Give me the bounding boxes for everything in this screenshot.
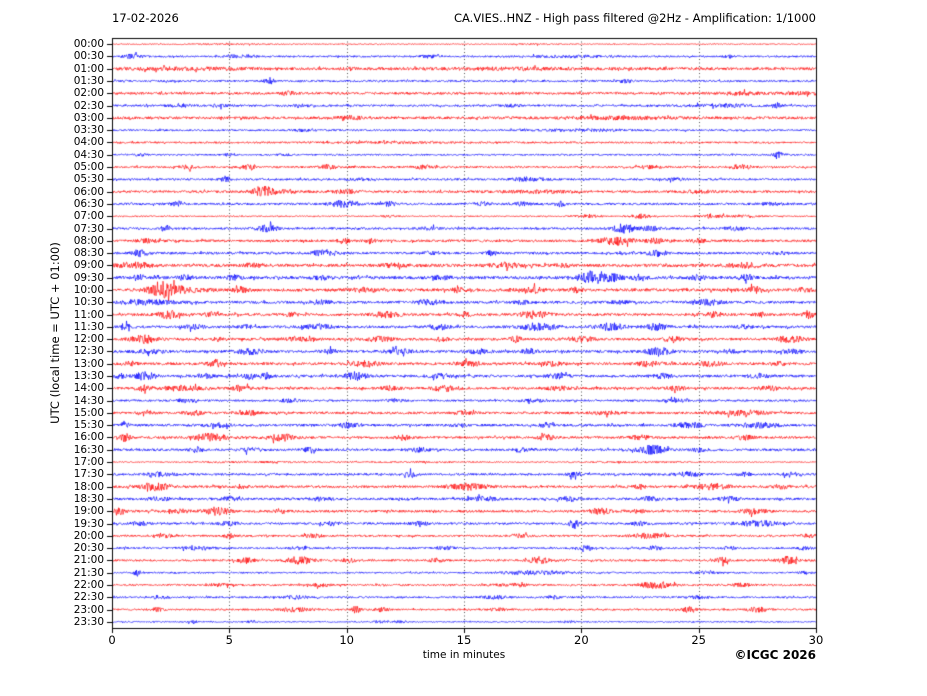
copyright-label: ©ICGC 2026 [734,648,816,662]
y-tick-label: 13:00 [73,357,104,370]
y-tick-label: 07:00 [73,210,104,223]
y-tick-label: 22:30 [73,591,104,604]
y-tick-label: 18:00 [73,480,104,493]
y-tick-label: 04:00 [73,136,104,149]
y-tick-label: 09:30 [73,271,104,284]
x-tick-label: 10 [339,633,354,647]
y-tick-label: 08:30 [73,247,104,260]
y-tick-label: 17:30 [73,468,104,481]
x-tick-label: 25 [691,633,706,647]
y-tick-label: 16:00 [73,431,104,444]
y-tick-label: 15:30 [73,419,104,432]
x-tick-label: 30 [808,633,824,647]
y-tick-label: 02:30 [73,99,104,112]
y-tick-label: 06:00 [73,185,104,198]
x-axis-label: time in minutes [422,649,506,661]
y-tick-label: 13:30 [73,370,104,383]
x-tick-label: 15 [456,633,472,647]
y-tick-label: 03:00 [73,111,104,124]
x-tick-label: 20 [574,633,589,647]
y-tick-label: 09:00 [73,259,104,272]
date-label: 17-02-2026 [112,11,179,25]
y-tick-label: 06:30 [73,197,104,210]
y-tick-label: 21:00 [73,554,104,567]
y-tick-label: 20:00 [73,529,104,542]
x-tick-label: 5 [225,633,233,647]
y-tick-label: 14:30 [73,394,104,407]
y-tick-label: 05:30 [73,173,104,186]
y-tick-label: 12:00 [73,333,104,346]
y-tick-label: 01:00 [73,62,104,75]
y-tick-label: 18:30 [73,492,104,505]
y-tick-label: 23:30 [73,615,104,628]
y-tick-label: 02:00 [73,87,104,100]
y-tick-label: 03:30 [73,124,104,137]
y-tick-label: 22:00 [73,578,104,591]
y-tick-label: 05:00 [73,161,104,174]
y-tick-label: 10:00 [73,283,104,296]
y-tick-label: 21:30 [73,566,104,579]
y-tick-label: 20:30 [73,542,104,555]
y-tick-label: 00:00 [73,38,104,51]
y-tick-label: 11:30 [73,320,104,333]
y-tick-label: 04:30 [73,148,104,161]
y-tick-label: 16:30 [73,443,104,456]
y-tick-label: 19:00 [73,505,104,518]
y-tick-label: 12:30 [73,345,104,358]
x-tick-label: 0 [108,633,116,647]
y-tick-label: 14:00 [73,382,104,395]
y-tick-label: 10:30 [73,296,104,309]
y-tick-label: 07:30 [73,222,104,235]
plot-title: CA.VIES..HNZ - High pass filtered @2Hz -… [453,11,816,25]
y-tick-label: 19:30 [73,517,104,530]
y-tick-label: 08:00 [73,234,104,247]
y-tick-label: 23:00 [73,603,104,616]
y-tick-label: 17:00 [73,456,104,469]
y-tick-label: 15:00 [73,406,104,419]
y-tick-label: 00:30 [73,50,104,63]
y-tick-label: 11:00 [73,308,104,321]
y-tick-label: 01:30 [73,75,104,88]
